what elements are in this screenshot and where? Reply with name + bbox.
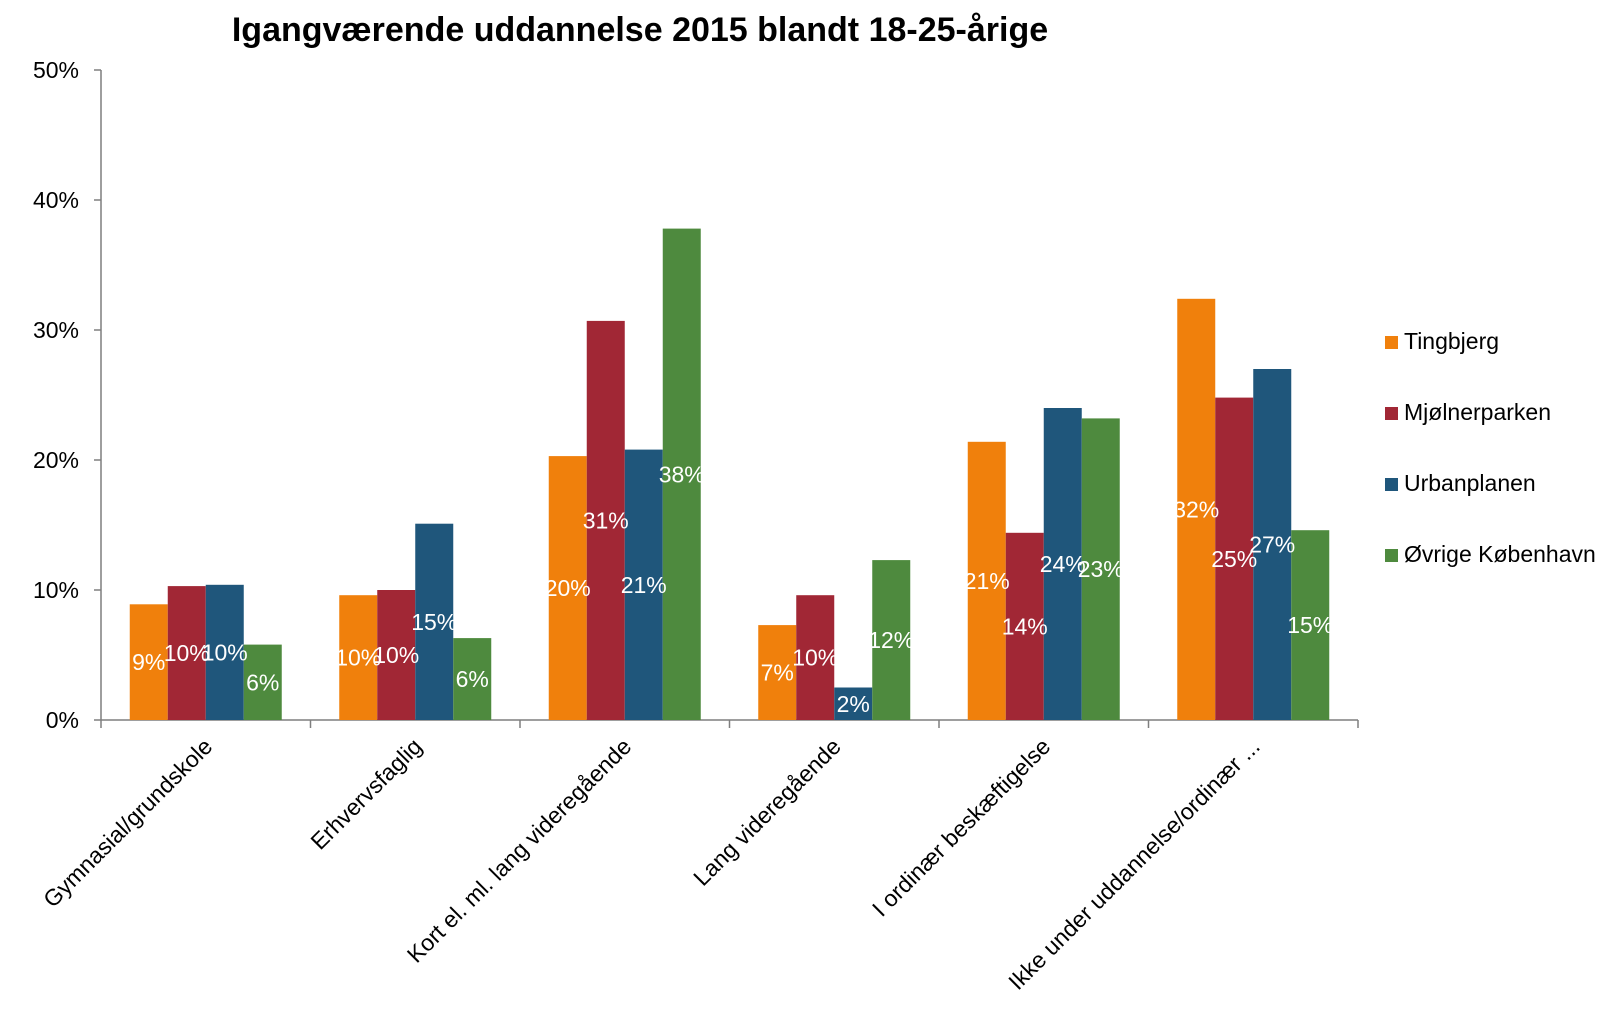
y-tick-label: 40% [33, 187, 79, 213]
legend-swatch [1385, 407, 1398, 420]
legend-label: Urbanplanen [1404, 470, 1536, 496]
legend-swatch [1385, 336, 1398, 349]
x-tick-label: Erhvervsfaglig [305, 733, 426, 854]
bar-mj-lnerparken [167, 586, 206, 720]
data-label: 10% [202, 639, 248, 665]
data-label: 10% [164, 640, 210, 666]
bar-tingbjerg [339, 595, 378, 720]
legend: Tingbjerg Mjølnerparken Urbanplanen Øvrige … [1385, 328, 1596, 567]
x-tick-label: Ikke under uddannelse/ordinær ... [1003, 733, 1265, 995]
bar-urbanplanen [1043, 408, 1082, 720]
x-tick-label: I ordinær beskæftigelse [867, 733, 1055, 921]
data-label: 14% [1002, 613, 1048, 639]
y-axis: 0% 10% 20% 30% 40% 50% [33, 57, 102, 733]
data-label: 10% [792, 645, 838, 671]
y-tick-label: 20% [33, 447, 79, 473]
data-label: 12% [868, 627, 914, 653]
bar--vrige-k-benhavn [243, 644, 282, 720]
bars [129, 228, 1330, 720]
bar-mj-lnerparken [1215, 397, 1254, 720]
bar--vrige-k-benhavn [872, 560, 911, 720]
bar-urbanplanen [834, 687, 873, 720]
bar--vrige-k-benhavn [662, 228, 701, 720]
y-tick-label: 0% [46, 707, 79, 733]
legend-swatch [1385, 478, 1398, 491]
data-label: 38% [659, 461, 705, 487]
bar-tingbjerg [1177, 298, 1216, 720]
data-label: 21% [621, 572, 667, 598]
legend-label: Tingbjerg [1404, 328, 1499, 354]
data-label: 7% [761, 660, 794, 686]
bar-urbanplanen [415, 523, 454, 720]
bar-urbanplanen [1253, 369, 1292, 720]
data-label: 10% [335, 645, 381, 671]
data-label: 2% [837, 691, 870, 717]
bar-tingbjerg [758, 625, 797, 720]
bar-mj-lnerparken [1005, 532, 1044, 720]
bar-mj-lnerparken [377, 590, 416, 720]
y-tick-label: 50% [33, 57, 79, 83]
legend-label: Øvrige København [1404, 541, 1596, 567]
data-label: 23% [1078, 556, 1124, 582]
bar--vrige-k-benhavn [453, 638, 492, 720]
bar-tingbjerg [129, 604, 168, 720]
data-label: 15% [1287, 612, 1333, 638]
bar--vrige-k-benhavn [1291, 530, 1330, 720]
data-label: 31% [583, 507, 629, 533]
y-tick-label: 10% [33, 577, 79, 603]
data-label: 25% [1211, 546, 1257, 572]
y-tick-label: 30% [33, 317, 79, 343]
data-label: 21% [964, 568, 1010, 594]
bar-mj-lnerparken [796, 595, 835, 720]
legend-swatch [1385, 549, 1398, 562]
data-label: 15% [411, 609, 457, 635]
bar-urbanplanen [205, 584, 244, 720]
data-labels: 9%10%10%6%10%10%15%6%20%31%21%38%7%10%2%… [132, 461, 1333, 716]
chart-title: Igangværende uddannelse 2015 blandt 18-2… [232, 11, 1048, 49]
data-label: 10% [373, 642, 419, 668]
legend-label: Mjølnerparken [1404, 399, 1551, 425]
data-label: 9% [132, 649, 165, 675]
bar-mj-lnerparken [586, 320, 625, 720]
x-tick-label: Gymnasial/grundskole [38, 733, 217, 912]
bar-tingbjerg [548, 456, 587, 720]
bar--vrige-k-benhavn [1081, 418, 1120, 720]
data-label: 6% [456, 666, 489, 692]
data-label: 27% [1249, 532, 1295, 558]
data-label: 6% [246, 669, 279, 695]
data-label: 24% [1040, 551, 1086, 577]
data-label: 32% [1173, 496, 1219, 522]
x-tick-label: Kort el. ml. lang videregående [402, 733, 636, 967]
x-tick-label: Lang videregående [688, 733, 846, 891]
bar-urbanplanen [624, 449, 663, 720]
x-axis [100, 719, 1359, 728]
bar-tingbjerg [967, 441, 1006, 720]
data-label: 20% [545, 575, 591, 601]
